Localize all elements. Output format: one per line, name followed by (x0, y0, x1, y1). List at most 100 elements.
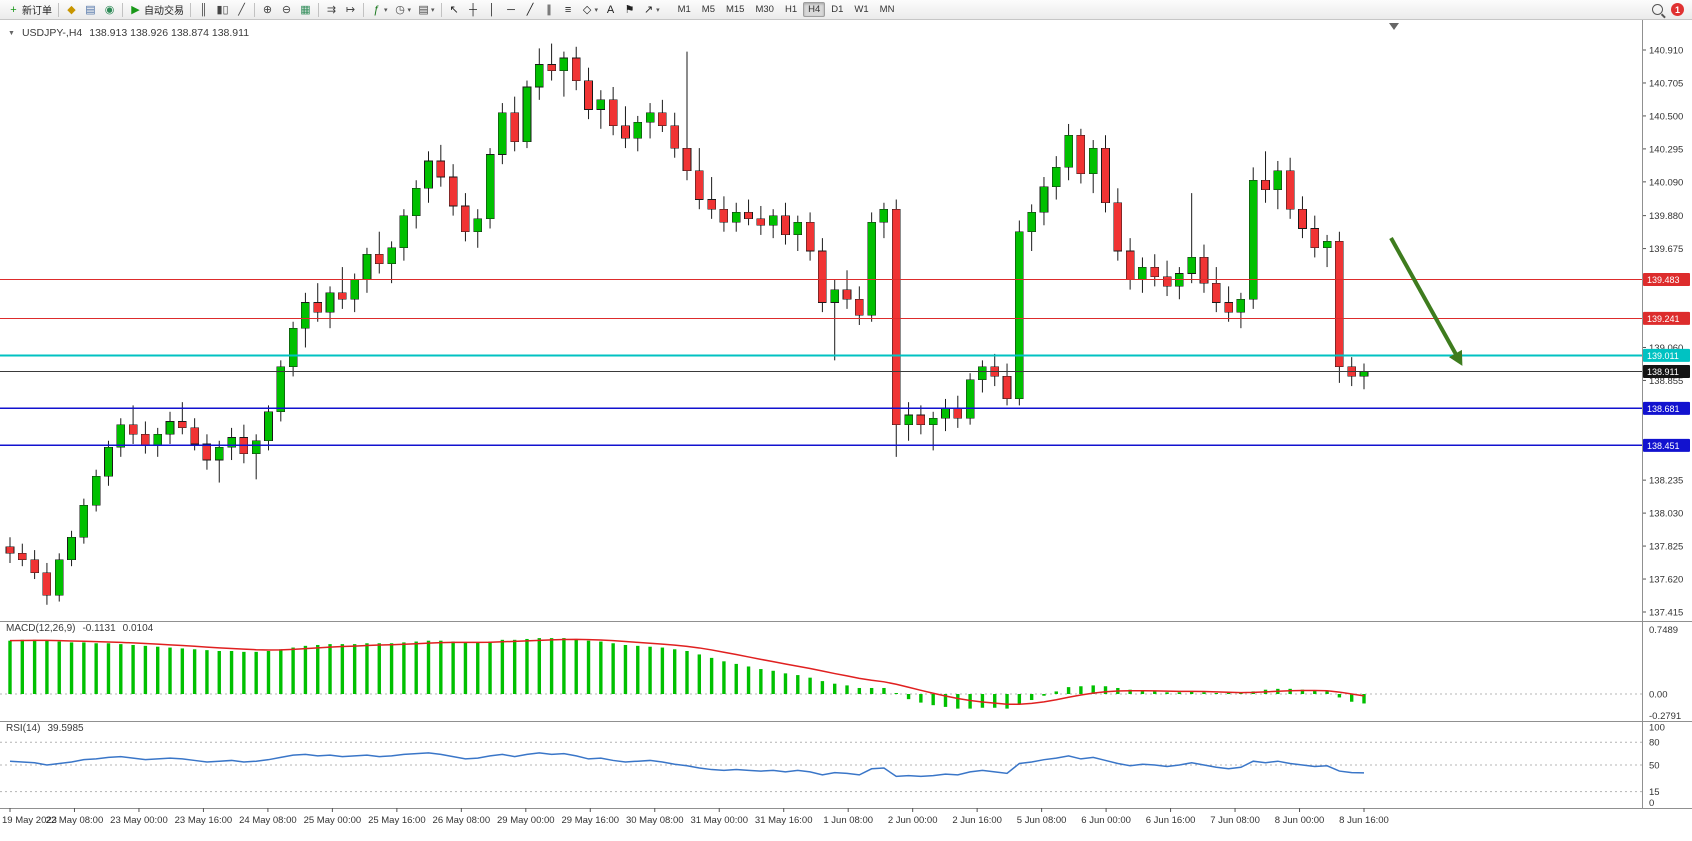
new-order-button[interactable]: + 新订单 (4, 1, 55, 18)
time-label: 23 May 00:00 (110, 815, 168, 826)
rsi-label: RSI(14) 39.5985 (6, 723, 84, 734)
label-button[interactable]: ⚑ (620, 1, 639, 18)
timeframe-m5-button[interactable]: M5 (701, 4, 715, 15)
vertical-line-button[interactable]: │ (483, 1, 502, 18)
time-label: 6 Jun 00:00 (1081, 815, 1131, 826)
caret-down-icon: ▾ (431, 6, 435, 14)
zoom-in-icon: ⊕ (262, 3, 273, 16)
tile-windows-icon: ▦ (300, 3, 311, 16)
time-label: 7 Jun 08:00 (1210, 815, 1260, 826)
caret-down-icon: ▾ (594, 6, 599, 14)
time-label: 2 Jun 16:00 (952, 815, 1002, 826)
text-button[interactable]: A (601, 1, 620, 18)
horizontal-line-button[interactable]: ─ (502, 1, 521, 18)
chart-window[interactable]: 140.910 140.705 140.500 140.295 140.090 139.8… (0, 20, 1692, 836)
price-badge-label: 139.483 (1647, 275, 1680, 285)
caret-down-icon: ▾ (384, 6, 388, 14)
autotrade-button[interactable]: ▶ 自动交易 (126, 1, 187, 18)
time-axis[interactable] (0, 808, 1692, 836)
line-chart-icon: ╱ (238, 3, 245, 16)
crosshair-button[interactable]: ┼ (464, 1, 483, 18)
bar-chart-button[interactable]: ║ (194, 1, 213, 18)
time-label: 25 May 00:00 (304, 815, 362, 826)
chart-shift-button[interactable]: ↦ (341, 1, 360, 18)
rsi-value: 39.5985 (47, 723, 84, 734)
auto-scroll-button[interactable]: ⇉ (322, 1, 341, 18)
time-label: 30 May 08:00 (626, 815, 684, 826)
search-icon[interactable] (1652, 4, 1663, 15)
toolbar-right: 1 (1652, 3, 1688, 16)
price-tick-label: 138.235 (1649, 476, 1683, 487)
time-label: 8 Jun 16:00 (1339, 815, 1389, 826)
indicators-button[interactable]: ƒ ▾ (367, 1, 391, 18)
symbol-label: USDJPY-,H4 (21, 27, 83, 39)
macd-axis-label: 0.00 (1649, 690, 1668, 701)
new-order-button-label: 新订单 (22, 6, 52, 17)
market-watch-icon: ▤ (85, 3, 96, 16)
timeframe-h4-button[interactable]: H4 (803, 2, 826, 17)
indicators-icon: ƒ (373, 3, 380, 16)
tile-windows-button[interactable]: ▦ (296, 1, 315, 18)
rsi-line (9, 752, 1365, 778)
price-badge-139.241 (1643, 311, 1690, 325)
timeframe-m1-button[interactable]: M1 (677, 4, 691, 15)
time-label: 31 May 16:00 (755, 815, 813, 826)
timeframe-mn-button[interactable]: MN (879, 4, 895, 15)
price-badge-label: 138.451 (1647, 441, 1680, 451)
time-label: 2 Jun 00:00 (888, 815, 938, 826)
main-toolbar: + 新订单 ◆ ▤ ◉ ▶ 自动交易 ║ ▮▯ ╱ ⊕ ⊖ ▦ ⇉ ↦ ƒ ▾ ◷ ▾ ▤ ▾ ↖ ┼ │ ─ ╱ ∥ ≡ ◇ ▾ A ⚑ ↗ ▾… (0, 0, 1692, 20)
candle-chart-button[interactable]: ▮▯ (213, 1, 232, 18)
horizontal-line-icon: ─ (507, 3, 515, 16)
time-label: 6 Jun 16:00 (1146, 815, 1196, 826)
chart-canvas[interactable]: 140.910 140.705 140.500 140.295 140.090 139.8… (0, 20, 1692, 836)
timeframe-h1-button[interactable]: H1 (784, 4, 798, 15)
zoom-out-icon: ⊖ (281, 3, 292, 16)
timeframe-d1-button[interactable]: D1 (831, 4, 844, 15)
timeframe-m30-button[interactable]: M30 (755, 4, 774, 15)
shapes-button[interactable]: ◇ ▾ (578, 1, 602, 18)
time-label: 22 May 08:00 (46, 815, 104, 826)
templates-button[interactable]: ▤ ▾ (414, 1, 438, 18)
rsi-axis-label: 80 (1649, 738, 1660, 749)
navigator-icon: ◉ (104, 3, 115, 16)
crosshair-icon: ┼ (469, 3, 477, 16)
price-tick-label: 138.030 (1649, 509, 1683, 520)
macd-main-value: -0.1131 (82, 623, 116, 634)
rsi-axis-label: 15 (1649, 787, 1660, 798)
arrows-button[interactable]: ↗ ▾ (639, 1, 663, 18)
toolbar-buttons: + 新订单 ◆ ▤ ◉ ▶ 自动交易 ║ ▮▯ ╱ ⊕ ⊖ ▦ ⇉ ↦ ƒ ▾ ◷ ▾ ▤ ▾ ↖ ┼ │ ─ ╱ ∥ ≡ ◇ ▾ A ⚑ ↗ ▾ (4, 1, 663, 18)
time-label: 24 May 08:00 (239, 815, 297, 826)
market-watch-button[interactable]: ▤ (81, 1, 100, 18)
price-badge-139.011 (1643, 348, 1690, 362)
cursor-button[interactable]: ↖ (445, 1, 464, 18)
macd-name: MACD(12,26,9) (6, 623, 76, 634)
toolbar-separator (440, 2, 442, 17)
trendline-button[interactable]: ╱ (521, 1, 540, 18)
timeframe-m15-button[interactable]: M15 (725, 4, 745, 15)
trend-arrow-annotation[interactable] (1389, 237, 1460, 359)
charts-profile-button[interactable]: ◆ (62, 1, 81, 18)
price-badge-label: 138.681 (1647, 404, 1680, 414)
channel-button[interactable]: ∥ (540, 1, 559, 18)
price-badge-label: 138.911 (1647, 367, 1679, 377)
fibonacci-icon: ≡ (564, 3, 572, 16)
price-tick-label: 139.060 (1649, 343, 1683, 354)
navigator-button[interactable]: ◉ (100, 1, 119, 18)
periods-button[interactable]: ◷ ▾ (391, 1, 415, 18)
zoom-in-button[interactable]: ⊕ (258, 1, 277, 18)
time-label: 1 Jun 08:00 (823, 815, 873, 826)
time-label: 26 May 08:00 (433, 815, 491, 826)
line-chart-button[interactable]: ╱ (232, 1, 251, 18)
toolbar-separator (58, 2, 59, 17)
price-tick-label: 137.415 (1649, 608, 1683, 619)
price-tick-label: 140.500 (1649, 111, 1683, 122)
chart-plot-area[interactable] (0, 20, 1642, 621)
macd-signal-value: 0.0104 (122, 623, 154, 634)
fibonacci-button[interactable]: ≡ (559, 1, 578, 18)
trendline-icon: ╱ (526, 3, 534, 16)
timeframe-w1-button[interactable]: W1 (854, 4, 869, 15)
time-label: 19 May 2023 (2, 815, 57, 826)
zoom-out-button[interactable]: ⊖ (277, 1, 296, 18)
notification-badge[interactable]: 1 (1671, 3, 1684, 16)
clock-icon: ◷ (395, 3, 405, 16)
